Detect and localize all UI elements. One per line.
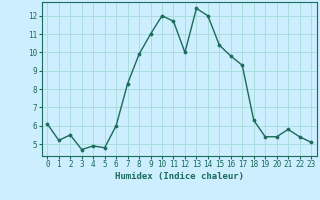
X-axis label: Humidex (Indice chaleur): Humidex (Indice chaleur) <box>115 172 244 181</box>
